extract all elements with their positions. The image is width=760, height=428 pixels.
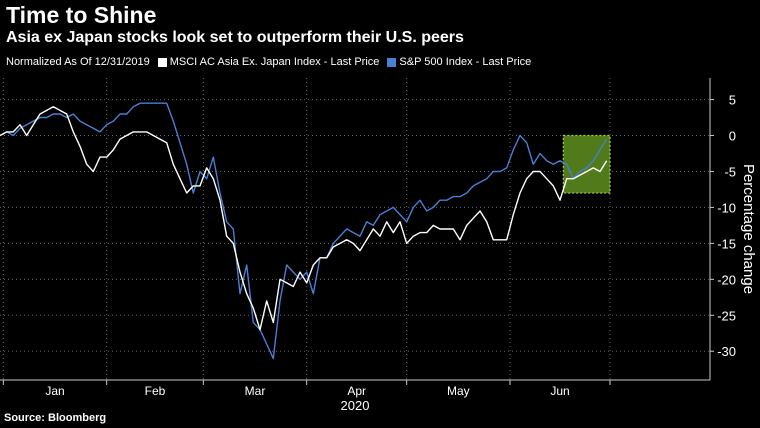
x-tick-label: Jan: [45, 384, 64, 398]
y-tick-label: -10: [717, 200, 736, 215]
x-tick-label: Feb: [145, 384, 166, 398]
axes: 5 0 -5 -10 -15 -20 -25 -30 Jan Feb Mar Apr May Jun: [0, 78, 736, 398]
x-tick-label: Jun: [550, 384, 569, 398]
y-tick-label: -30: [717, 344, 736, 359]
legend-swatch-msci: [157, 57, 167, 67]
source-note: Source: Bloomberg: [4, 412, 107, 424]
legend-label-msci: MSCI AC Asia Ex. Japan Index - Last Pric…: [169, 56, 380, 68]
series-line-msci: [0, 106, 608, 331]
y-tick-label: -5: [724, 164, 736, 179]
y-tick-label: -20: [717, 272, 736, 287]
y-tick-label: -15: [717, 236, 736, 251]
y-tick-label: -25: [717, 308, 736, 323]
series-line-sp500: [0, 102, 608, 360]
legend: Normalized As Of 12/31/2019 MSCI AC Asia…: [6, 56, 531, 68]
x-tick-label: May: [447, 384, 470, 398]
x-tick-label: Apr: [347, 384, 366, 398]
y-tick-label: 5: [729, 93, 736, 108]
legend-label-sp500: S&P 500 Index - Last Price: [399, 56, 532, 68]
x-tick-label: Mar: [245, 384, 266, 398]
legend-note: Normalized As Of 12/31/2019: [6, 56, 150, 68]
chart-title: Time to Shine: [6, 2, 157, 28]
series-lines: [0, 102, 608, 360]
x-axis-label: 2020: [341, 398, 370, 413]
y-axis-label: Percentage change: [740, 164, 757, 294]
grid-lines: [0, 78, 710, 380]
legend-swatch-sp500: [387, 57, 397, 67]
y-tick-label: 0: [729, 129, 736, 144]
chart-subtitle: Asia ex Japan stocks look set to outperf…: [6, 29, 464, 46]
